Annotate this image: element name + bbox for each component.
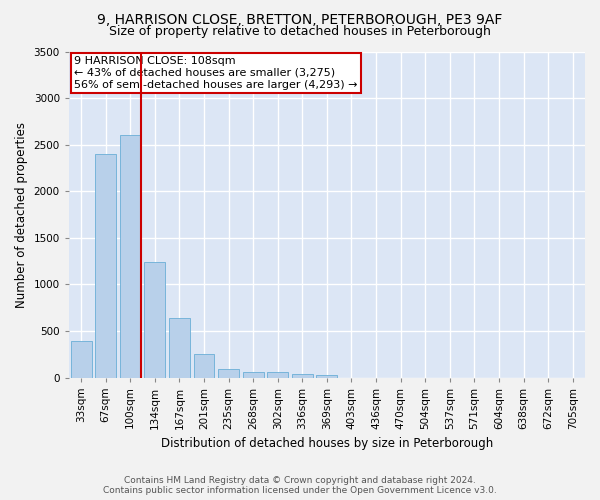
Bar bbox=[292, 374, 313, 378]
Bar bbox=[71, 341, 92, 378]
Bar bbox=[120, 136, 141, 378]
Bar bbox=[316, 374, 337, 378]
Text: Contains HM Land Registry data © Crown copyright and database right 2024.
Contai: Contains HM Land Registry data © Crown c… bbox=[103, 476, 497, 495]
Bar bbox=[169, 318, 190, 378]
Bar bbox=[194, 354, 214, 378]
Text: 9 HARRISON CLOSE: 108sqm
← 43% of detached houses are smaller (3,275)
56% of sem: 9 HARRISON CLOSE: 108sqm ← 43% of detach… bbox=[74, 56, 358, 90]
Bar bbox=[268, 372, 288, 378]
Bar bbox=[95, 154, 116, 378]
Text: Size of property relative to detached houses in Peterborough: Size of property relative to detached ho… bbox=[109, 25, 491, 38]
Bar bbox=[145, 262, 166, 378]
Bar bbox=[218, 368, 239, 378]
Y-axis label: Number of detached properties: Number of detached properties bbox=[15, 122, 28, 308]
X-axis label: Distribution of detached houses by size in Peterborough: Distribution of detached houses by size … bbox=[161, 437, 493, 450]
Bar bbox=[243, 372, 263, 378]
Text: 9, HARRISON CLOSE, BRETTON, PETERBOROUGH, PE3 9AF: 9, HARRISON CLOSE, BRETTON, PETERBOROUGH… bbox=[97, 12, 503, 26]
